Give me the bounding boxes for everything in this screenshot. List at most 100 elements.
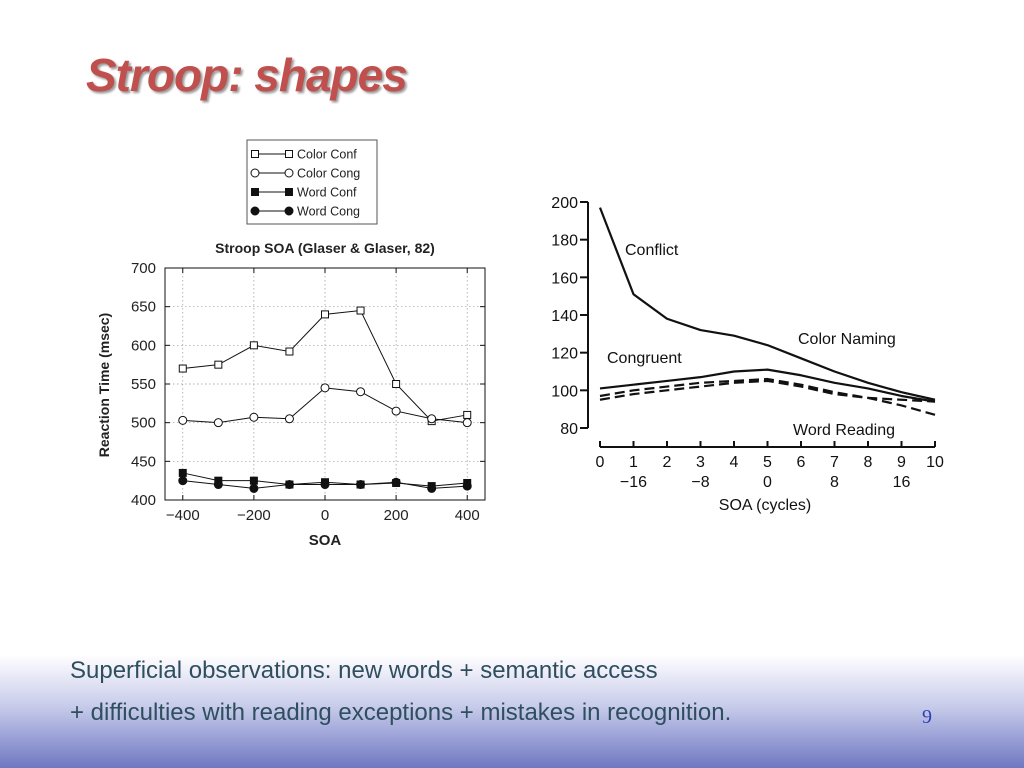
annotation-color-naming: Color Naming (798, 331, 896, 348)
legend-marker (285, 188, 293, 196)
annotation-conflict: Conflict (625, 242, 679, 259)
data-point (249, 412, 259, 422)
secondary-x-tick-label: 8 (830, 474, 839, 491)
data-point (462, 481, 472, 491)
series-word-cong (178, 476, 472, 493)
data-point (249, 476, 258, 485)
chart-legend: Color Conf Color Cong Word Conf Word Cong (246, 139, 378, 225)
data-point (391, 406, 401, 416)
chart-title: Stroop SOA (Glaser & Glaser, 82) (215, 240, 435, 256)
left-chart: Color Conf Color Cong Word Conf Word Cong S… (96, 139, 486, 549)
y-tick-label: 500 (131, 415, 156, 432)
data-point (285, 347, 294, 356)
series-line-3 (599, 377, 936, 403)
x-tick-label: −200 (237, 507, 271, 524)
y-tick-label: 120 (551, 346, 578, 363)
data-point (391, 477, 401, 487)
legend-marker (285, 150, 293, 158)
x-tick-label: 3 (696, 454, 705, 471)
x-tick-label: 0 (321, 507, 329, 524)
secondary-x-tick-label: 0 (763, 474, 772, 491)
x-tick-label: 5 (763, 454, 772, 471)
data-point (214, 360, 223, 369)
data-point (427, 483, 437, 493)
data-point (320, 383, 330, 393)
legend-marker (284, 206, 294, 216)
secondary-x-tick-label: −16 (620, 474, 647, 491)
data-point (284, 480, 294, 490)
legend-label: Word Cong (297, 205, 360, 219)
y-tick-label: 400 (131, 492, 156, 509)
y-tick-label: 650 (131, 299, 156, 316)
legend-marker (251, 188, 259, 196)
legend-label: Word Conf (297, 186, 357, 200)
plot-area: 80 100 120 140 160 180 200 0 1 2 3 4 5 6 7 8 9 10 −16 −8 0 8 1… (551, 195, 944, 491)
data-point (462, 418, 472, 428)
data-point (178, 364, 187, 373)
x-tick-label: 0 (596, 454, 605, 471)
data-point (213, 418, 223, 428)
secondary-x-tick-label: 16 (893, 474, 911, 491)
y-tick-label: 700 (131, 260, 156, 277)
data-point (356, 387, 366, 397)
legend-entry-word-cong: Word Cong (250, 205, 360, 219)
data-point (249, 341, 258, 350)
data-point (427, 414, 437, 424)
x-tick-label: 9 (897, 454, 906, 471)
data-point (321, 310, 329, 319)
data-point (178, 468, 187, 477)
y-tick-label: 100 (551, 383, 578, 400)
data-point (463, 410, 472, 419)
y-tick-label: 180 (551, 233, 578, 250)
caption-line-2: + difficulties with reading exceptions +… (70, 699, 732, 726)
x-tick-label: 400 (455, 507, 480, 524)
y-axis-label: Reaction Time (msec) (96, 313, 112, 457)
x-tick-label: 1 (629, 454, 638, 471)
slide-caption: Superficial observations: new words + se… (70, 650, 731, 734)
legend-entry-color-conf: Color Conf (251, 148, 357, 162)
y-tick-label: 550 (131, 376, 156, 393)
x-tick-label: 10 (926, 454, 944, 471)
x-axis-label: SOA (309, 532, 342, 549)
y-tick-label: 450 (131, 453, 156, 470)
x-tick-label: −400 (166, 507, 200, 524)
annotation-congruent: Congruent (607, 350, 682, 367)
legend-marker (251, 150, 259, 158)
page-number: 9 (922, 706, 932, 728)
plot-area: −400 −200 0 200 400 400 450 500 550 600 650 700 (131, 260, 486, 524)
data-point (392, 380, 401, 388)
y-tick-label: 80 (560, 421, 578, 438)
series-color-cong (178, 383, 472, 428)
legend-label: Color Cong (297, 167, 360, 181)
legend-marker (250, 206, 260, 216)
data-point (356, 306, 365, 315)
caption-line-1: Superficial observations: new words + se… (70, 657, 658, 684)
legend-marker (284, 168, 294, 178)
data-point (249, 483, 259, 493)
x-tick-label: 8 (864, 454, 873, 471)
legend-label: Color Conf (297, 148, 357, 162)
x-tick-label: 7 (830, 454, 839, 471)
data-point (356, 480, 366, 490)
y-tick-label: 600 (131, 337, 156, 354)
legend-marker (250, 168, 260, 178)
slide-title: Stroop: shapes (86, 49, 408, 101)
data-point (284, 414, 294, 424)
x-tick-label: 200 (384, 507, 409, 524)
secondary-x-tick-label: −8 (691, 474, 709, 491)
data-point (320, 480, 330, 490)
y-tick-label: 160 (551, 270, 578, 287)
x-tick-label: 6 (797, 454, 806, 471)
legend-entry-color-cong: Color Cong (250, 167, 360, 181)
right-chart: 80 100 120 140 160 180 200 0 1 2 3 4 5 6 7 8 9 10 −16 −8 0 8 1… (551, 195, 944, 514)
x-tick-label: 2 (663, 454, 672, 471)
series-line-2 (599, 368, 936, 403)
data-point (178, 476, 188, 486)
legend-entry-word-conf: Word Conf (251, 186, 357, 200)
y-tick-label: 200 (551, 195, 578, 212)
y-tick-label: 140 (551, 308, 578, 325)
series-line-1 (598, 207, 936, 401)
series-line-4 (599, 379, 936, 416)
x-axis-label: SOA (cycles) (719, 497, 811, 514)
x-tick-label: 4 (730, 454, 739, 471)
